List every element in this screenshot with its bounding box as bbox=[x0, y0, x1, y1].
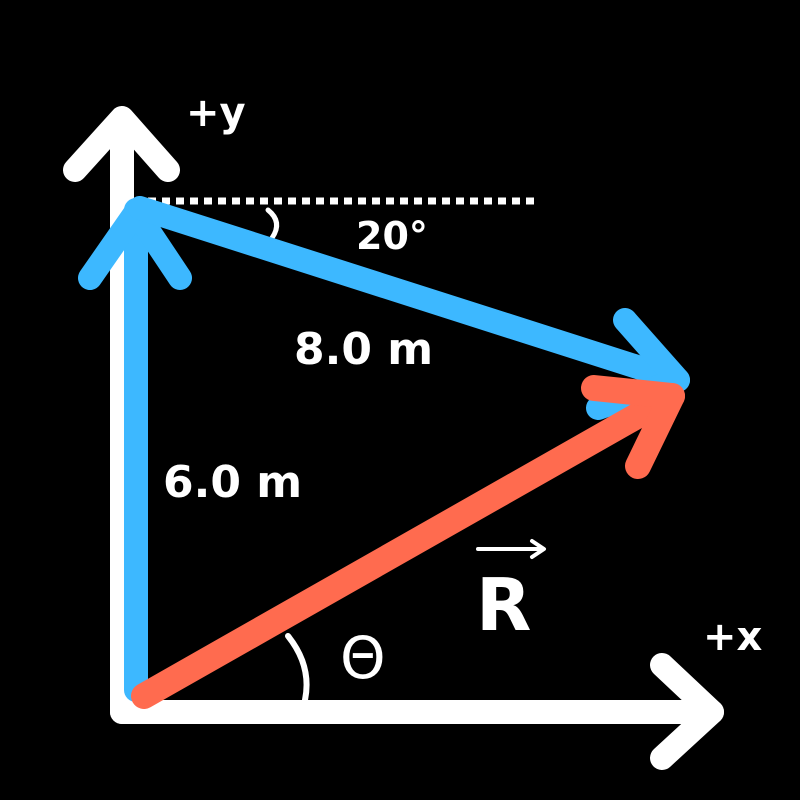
diagonal-vector-magnitude-label: 8.0 m bbox=[294, 324, 433, 375]
resultant-vector-overarrow bbox=[476, 539, 546, 559]
vector-resultant-arrowhead bbox=[581, 375, 685, 479]
angle-arc-20 bbox=[265, 207, 280, 241]
x-axis-label: +x bbox=[703, 614, 763, 660]
vector-resultant bbox=[131, 375, 685, 709]
angle-arc-theta bbox=[285, 633, 310, 703]
vertical-vector-magnitude-label: 6.0 m bbox=[163, 457, 302, 508]
y-axis-arrowhead bbox=[63, 106, 180, 182]
y-axis-label: +y bbox=[186, 90, 246, 136]
resultant-label: R bbox=[476, 563, 531, 647]
angle-20-label: 20° bbox=[356, 214, 428, 258]
theta-label: Θ bbox=[340, 624, 386, 692]
x-axis-arrowhead bbox=[650, 653, 724, 770]
vector-vertical bbox=[78, 198, 192, 702]
